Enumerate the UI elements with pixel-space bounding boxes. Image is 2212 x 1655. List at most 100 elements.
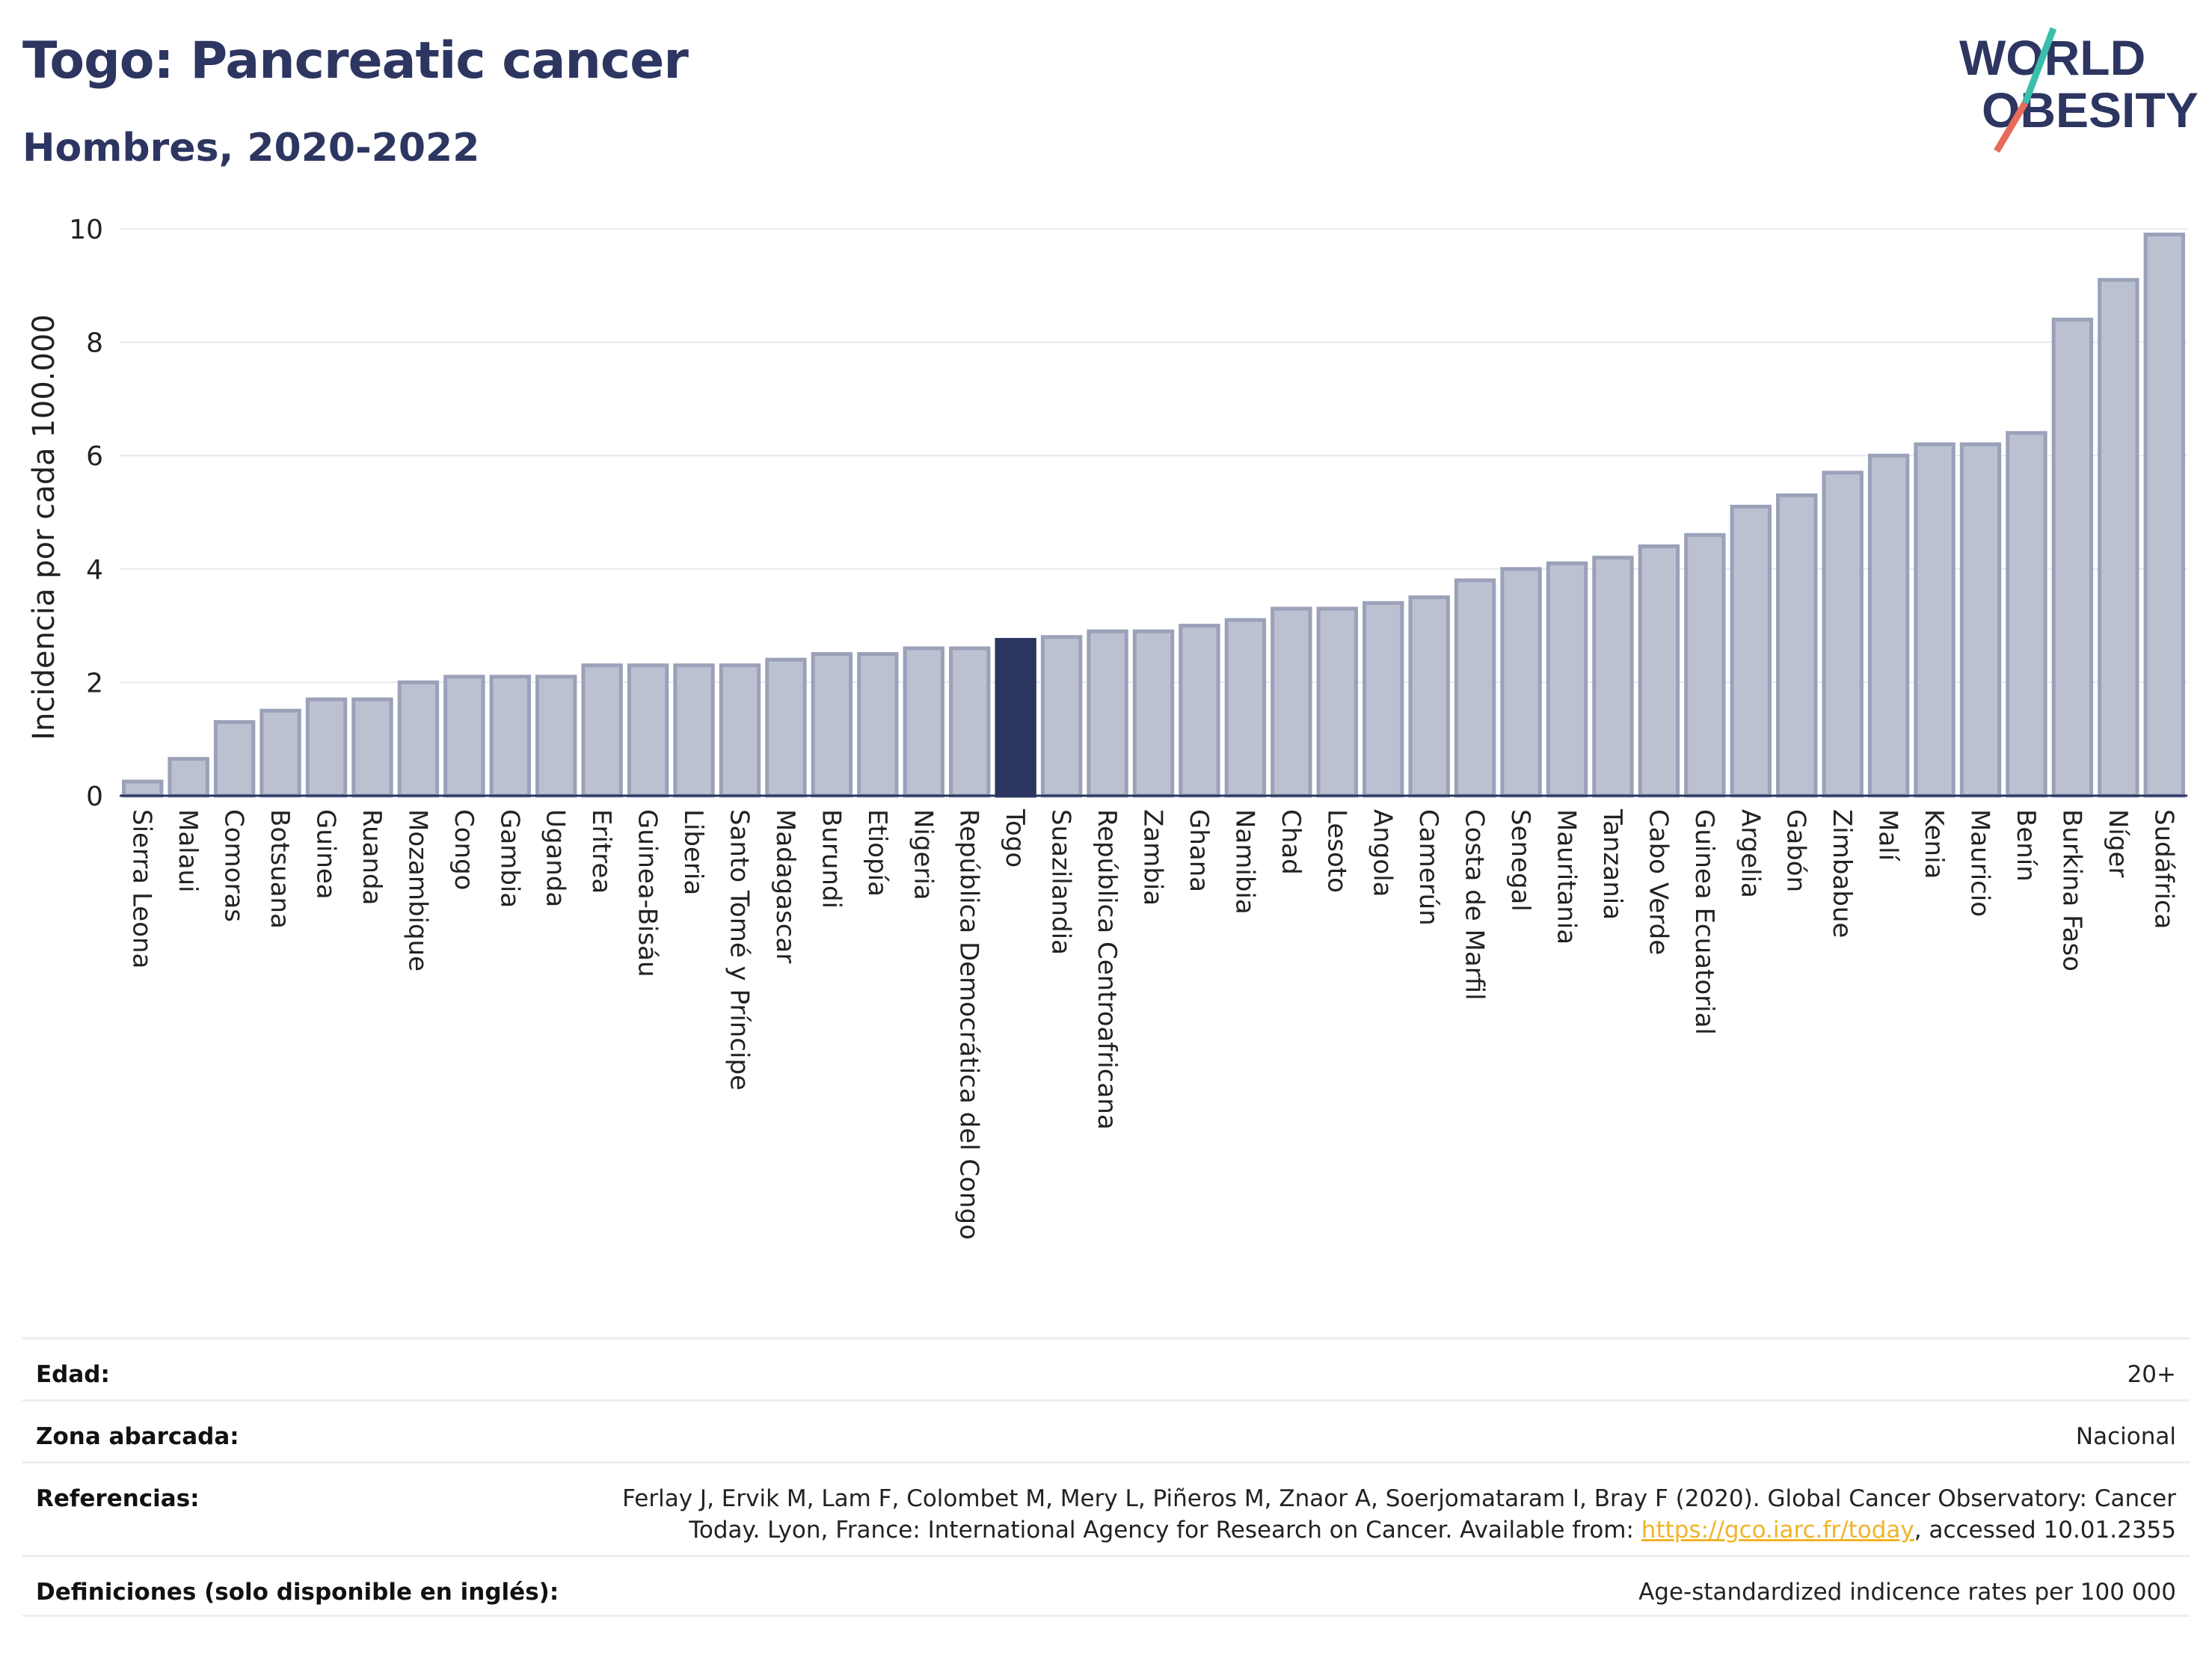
meta-area-label: Zona abarcada: [36,1423,239,1450]
meta-row-references: Referencias: Ferlay J, Ervik M, Lam F, C… [22,1461,2190,1555]
bar-madagascar [765,657,807,798]
x-tick-label: Mauritania [1552,809,1582,945]
bar-namibia [1224,618,1267,798]
x-tick-label: Malaui [173,809,203,892]
bar-liberia [673,663,715,798]
y-tick-label: 4 [86,555,103,586]
x-tick-label: Santo Tomé y Príncipe [725,809,755,1090]
x-tick-label: Nigeria [908,809,938,900]
meta-defs-value: Age-standardized indicence rates per 100… [1638,1579,2176,1606]
x-tick-label: Burundi [816,809,846,909]
x-tick-label: Cabo Verde [1643,809,1673,955]
x-tick-label: Zimbabue [1827,809,1857,938]
bar-malaui [168,757,209,798]
x-tick-label: Benín [2011,809,2041,882]
meta-row-age: Edad: 20+ [22,1337,2190,1399]
bar-sierra-leona [122,779,164,798]
metadata-table: Edad: 20+ Zona abarcada: Nacional Refere… [22,1337,2190,1617]
x-tick-label: Guinea Ecuatorial [1689,809,1719,1035]
bar-níger [2098,277,2139,798]
x-tick-label: Sudáfrica [2148,809,2178,929]
page-subtitle: Hombres, 2020-2022 [22,126,480,171]
x-tick-label: Etiopía [862,809,892,897]
meta-area-value: Nacional [2075,1423,2176,1450]
x-tick-label: Namibia [1229,809,1259,915]
bar-mozambique [397,680,440,798]
bar-ruanda [351,697,393,798]
bar-nigeria [903,646,944,798]
bar-zimbabue [1822,470,1864,798]
x-tick-label: Suazilandia [1046,809,1076,955]
x-tick-label: Ruanda [357,809,387,905]
meta-refs-line1: Ferlay J, Ervik M, Lam F, Colombet M, Me… [622,1485,2176,1512]
x-tick-label: Lesoto [1321,809,1351,893]
meta-refs-value: Ferlay J, Ervik M, Lam F, Colombet M, Me… [622,1483,2176,1546]
bar-botsuana [259,708,301,798]
bar-cabo-verde [1638,544,1680,798]
bar-lesoto [1316,607,1358,798]
bar-benín [2006,431,2047,798]
x-tick-label: Ghana [1184,809,1214,892]
x-tick-label: Madagascar [770,809,800,963]
meta-age-label: Edad: [36,1361,110,1388]
y-tick-label: 8 [86,328,103,359]
bar-kenia [1914,442,1956,798]
world-obesity-logo: WORLD OBESITY [1959,27,2199,153]
bar-república-democrática-del-congo [949,646,991,798]
bar-comoras [213,719,256,798]
bar-guinea [305,697,348,798]
bar-chad [1271,607,1312,798]
bar-malí [1867,453,1910,798]
page-title: Togo: Pancreatic cancer [22,31,689,90]
bar-burundi [811,652,853,798]
x-tick-label: Costa de Marfil [1460,809,1490,1001]
x-tick-label: Eritrea [586,809,616,894]
bar-zambia [1132,629,1175,798]
bar-argelia [1730,504,1772,798]
x-tick-label: Congo [449,809,479,890]
x-tick-label: Senegal [1505,809,1535,912]
bar-burkina-faso [2051,317,2094,798]
bar-tanzania [1592,556,1634,798]
y-tick-label: 10 [69,215,103,245]
bar-senegal [1500,567,1542,798]
bar-guinea-ecuatorial [1684,532,1726,798]
y-tick-label: 6 [86,441,103,472]
meta-refs-link[interactable]: https://gco.iarc.fr/today [1641,1517,1914,1544]
logo-slash-teal [2021,27,2057,105]
bar-guinea-bisáu [627,663,669,798]
meta-refs-line2-pre: Today. Lyon, France: International Agenc… [689,1517,1641,1544]
x-tick-label: Mauricio [1965,809,1995,917]
y-tick-label: 0 [86,782,103,812]
meta-row-definitions: Definiciones (solo disponible en inglés)… [22,1555,2190,1617]
meta-refs-label: Referencias: [36,1485,200,1512]
x-tick-label: Guinea [311,809,341,900]
bar-angola [1362,601,1404,798]
bar-suazilandia [1040,635,1083,798]
x-tick-label: Togo [1000,808,1030,868]
bar-sudáfrica [2143,233,2185,798]
bar-gambia [489,675,531,798]
bar-togo [995,638,1036,798]
x-tick-label: Malí [1873,809,1903,862]
bar-camerún [1408,595,1450,798]
x-tick-label: Zambia [1138,809,1168,906]
bar-etiopía [857,652,899,798]
bar-uganda [535,675,577,798]
bar-congo [443,675,485,798]
y-axis-title: Incidencia por cada 100.000 [27,314,61,740]
x-tick-label: Argelia [1735,809,1765,898]
x-tick-label: Mozambique [402,809,432,971]
x-tick-label: Sierra Leona [127,809,157,968]
bar-mauricio [1959,442,2002,798]
bar-eritrea [581,663,623,798]
bar-mauritania [1546,561,1588,798]
bar-santo-tomé-y-príncipe [719,663,761,798]
x-tick-label: Camerún [1413,809,1443,926]
meta-age-value: 20+ [2127,1361,2176,1388]
x-tick-label: Gambia [494,809,524,908]
x-tick-label: Angola [1368,809,1398,897]
meta-row-area: Zona abarcada: Nacional [22,1399,2190,1461]
meta-defs-label: Definiciones (solo disponible en inglés)… [36,1579,559,1606]
x-tick-label: Chad [1276,809,1306,875]
